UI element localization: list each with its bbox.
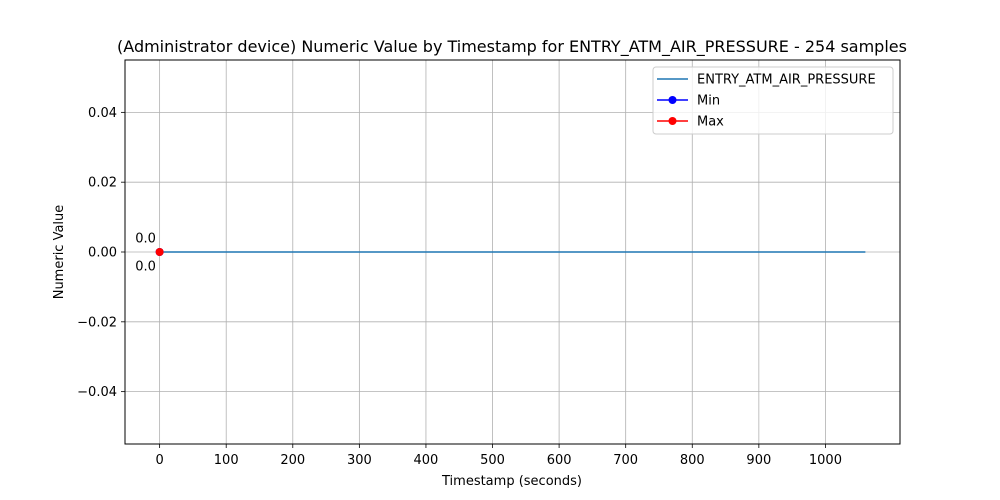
max-label: 0.0 xyxy=(135,232,156,247)
max-marker xyxy=(155,248,164,256)
min-label: 0.0 xyxy=(135,260,156,275)
x-axis: 0 100 200 300 400 500 600 700 800 900 1000 xyxy=(155,444,842,468)
legend-marker xyxy=(668,117,677,125)
legend-entry-label: Min xyxy=(697,94,720,109)
legend-entry-label: Max xyxy=(697,115,724,130)
legend-box xyxy=(652,66,894,135)
legend-marker xyxy=(668,96,677,104)
x-tick-label: 700 xyxy=(613,453,638,468)
x-tick-label: 100 xyxy=(214,453,239,468)
x-tick-label: 600 xyxy=(547,453,572,468)
y-axis: −0.04 −0.02 0.00 0.02 0.04 xyxy=(77,106,125,400)
chart-title: (Administrator device) Numeric Value by … xyxy=(117,37,907,57)
y-tick-label: 0.04 xyxy=(88,106,117,121)
x-tick-label: 500 xyxy=(480,453,505,468)
y-axis-label: Numeric Value xyxy=(52,205,67,300)
x-tick-label: 200 xyxy=(280,453,305,468)
y-tick-label: 0.02 xyxy=(88,176,117,191)
x-tick-label: 300 xyxy=(347,453,372,468)
legend-entry-label: ENTRY_ATM_AIR_PRESSURE xyxy=(697,73,876,88)
x-tick-label: 1000 xyxy=(809,453,842,468)
y-tick-label: 0.00 xyxy=(88,246,117,261)
x-tick-label: 400 xyxy=(414,453,439,468)
plot-area: 0.0 0.0 xyxy=(135,232,866,275)
y-tick-label: −0.04 xyxy=(77,385,117,400)
x-tick-label: 800 xyxy=(680,453,705,468)
y-tick-label: −0.02 xyxy=(77,315,117,330)
legend: ENTRY_ATM_AIR_PRESSURE Min Max xyxy=(652,66,894,135)
x-axis-label: Timestamp (seconds) xyxy=(441,474,582,489)
x-tick-label: 0 xyxy=(155,453,163,468)
x-tick-label: 900 xyxy=(746,453,771,468)
